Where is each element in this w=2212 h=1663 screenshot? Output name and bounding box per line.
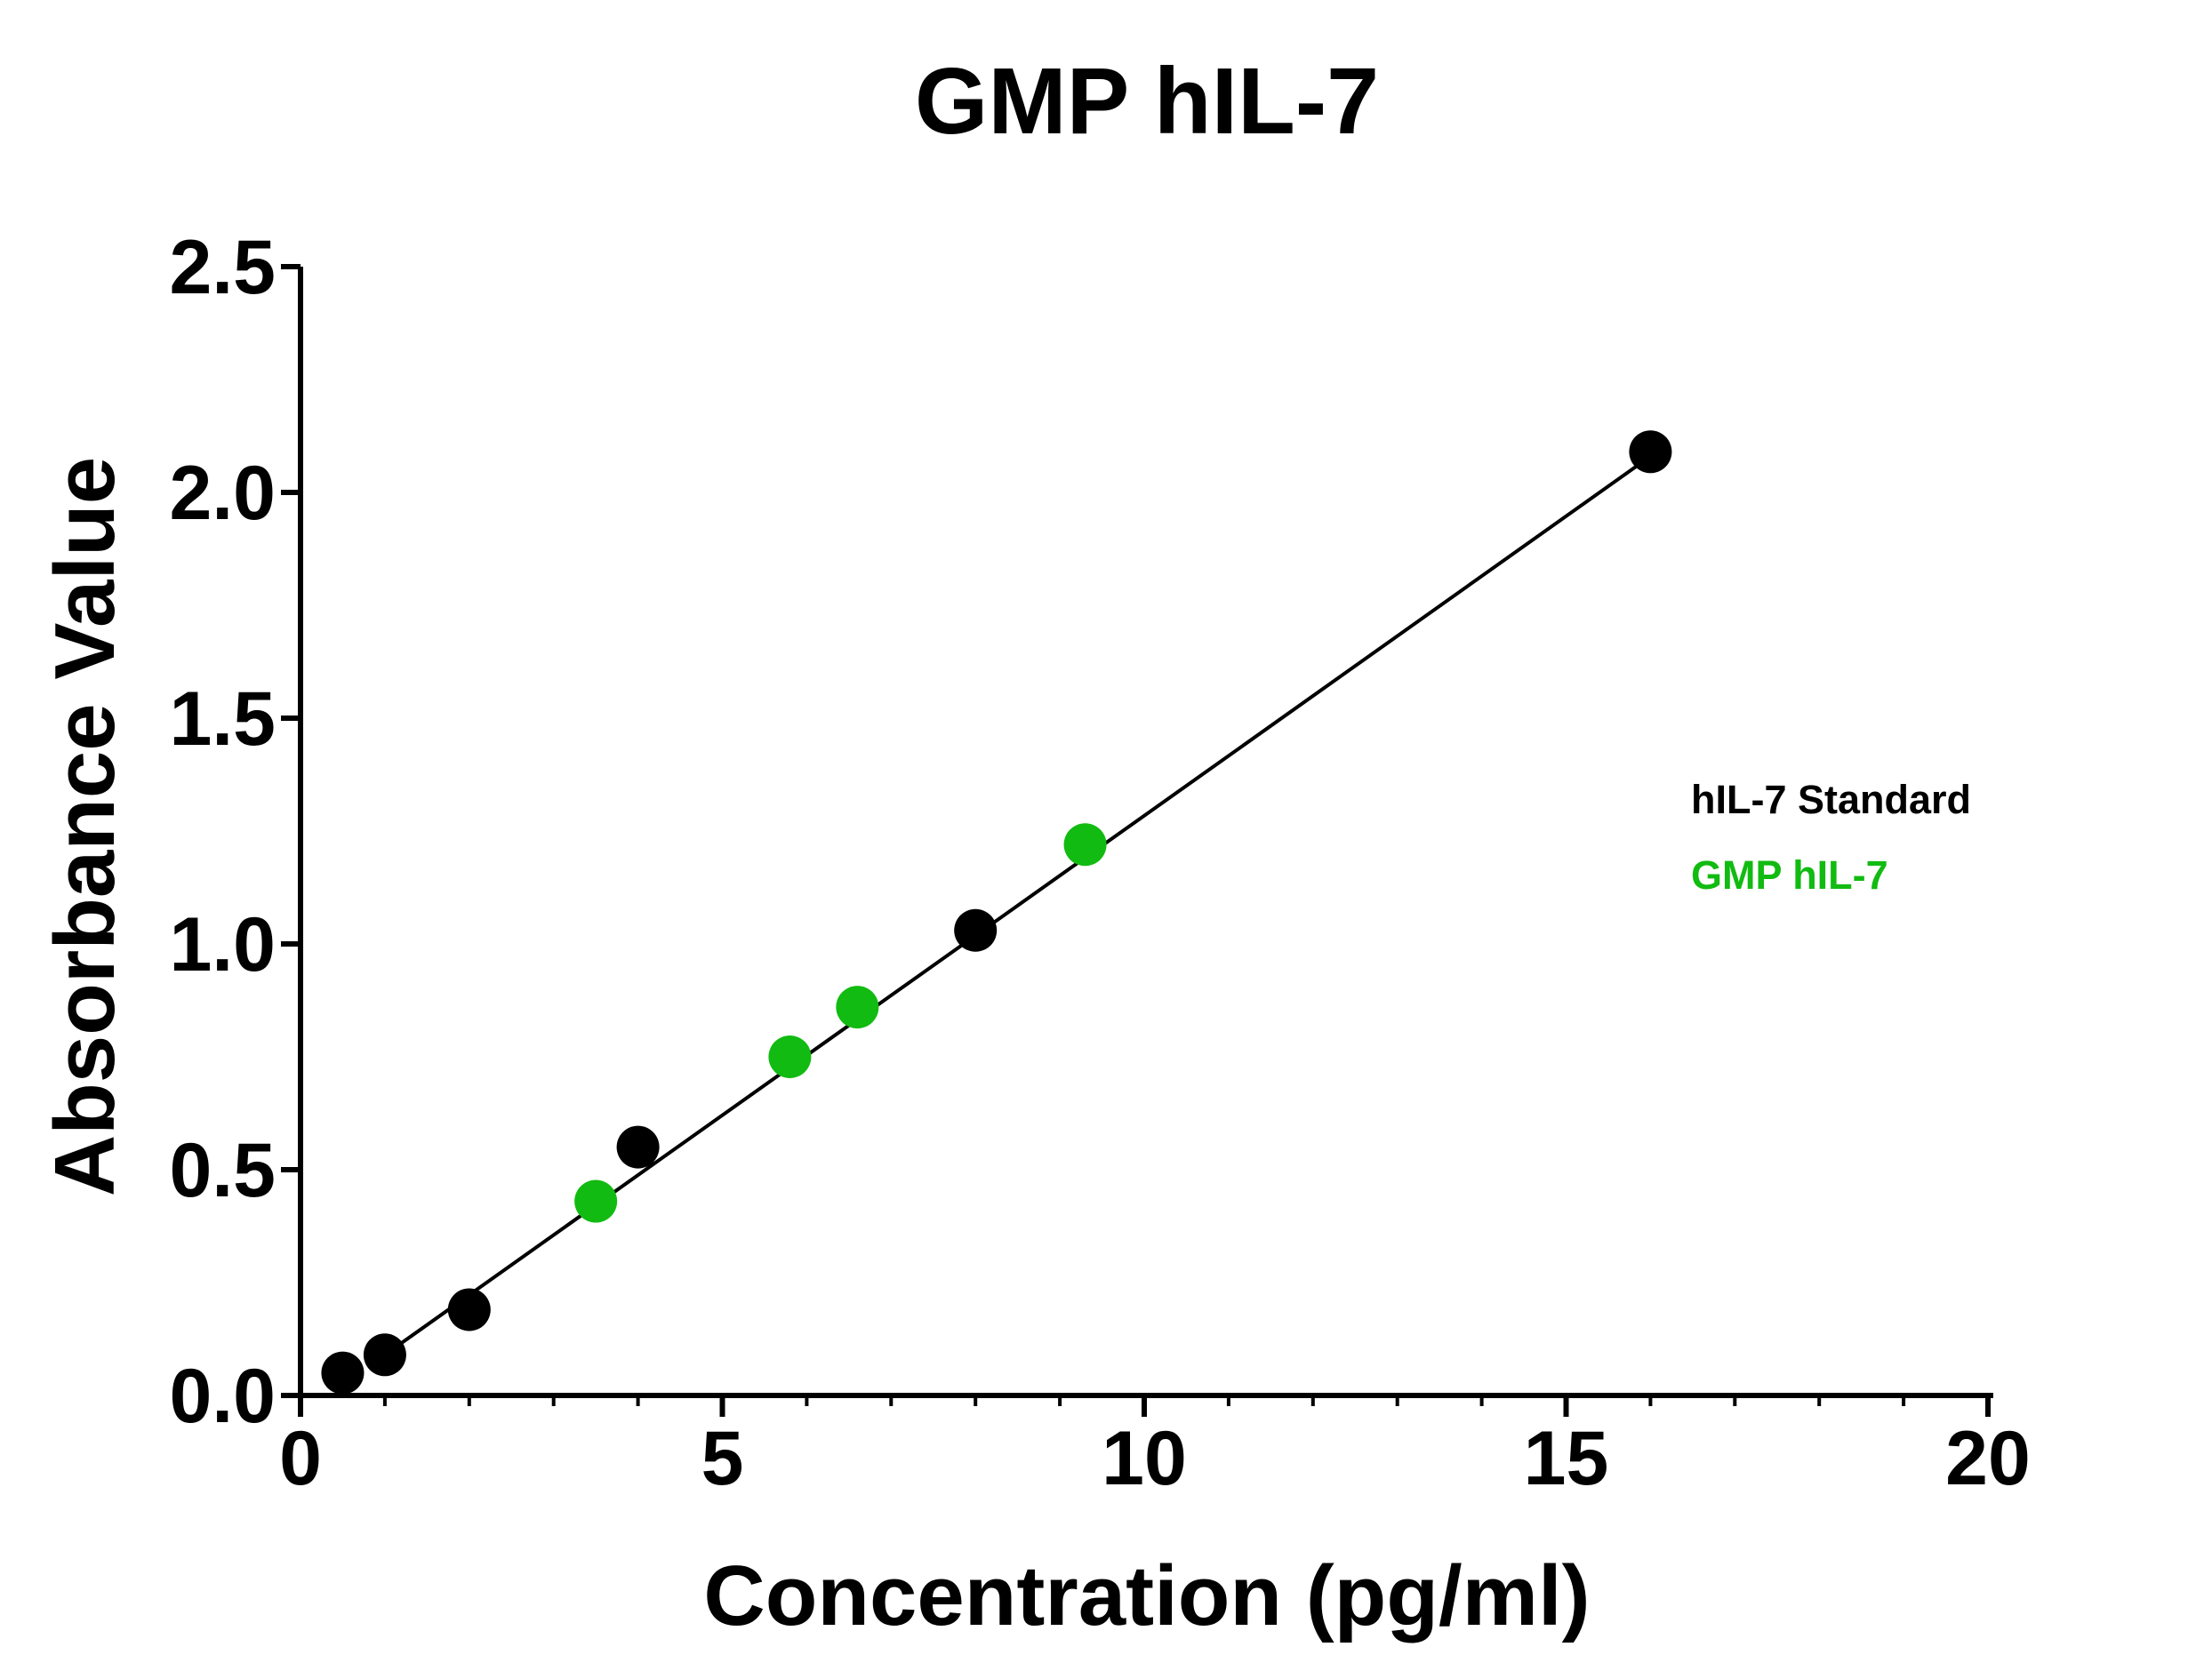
axes: [298, 267, 1993, 1398]
standard-data-point: [321, 1351, 365, 1395]
y-axis-label: Absorbance Value: [37, 457, 132, 1196]
legend-label-gmp-hil7: GMP hIL-7: [1691, 852, 1888, 898]
gmp-data-point: [574, 1179, 618, 1223]
x-tick-label: 10: [1102, 1416, 1187, 1501]
standard-data-point: [954, 908, 998, 952]
gmp-data-point: [1063, 823, 1107, 867]
fit-line: [383, 454, 1652, 1356]
y-tick-label: 1.5: [169, 676, 276, 762]
y-tick-label: 2.5: [169, 225, 276, 310]
x-tick-label: 5: [701, 1416, 744, 1501]
gmp-data-point: [768, 1035, 812, 1078]
x-tick-label: 0: [279, 1416, 322, 1501]
fit-line-group: [383, 454, 1652, 1356]
standard-data-point: [363, 1333, 406, 1377]
chart-title: GMP hIL-7: [915, 49, 1379, 154]
y-ticks: 0.0 0.5 1.0 1.5 2.0 2.5: [169, 225, 301, 1439]
data-points: [321, 430, 1672, 1395]
standard-data-point: [1629, 430, 1672, 474]
x-ticks: 0 5 10 15 20: [279, 1395, 2031, 1501]
x-axis-label: Concentration (pg/ml): [703, 1548, 1590, 1643]
legend-label-hil7-standard: hIL-7 Standard: [1691, 777, 1971, 822]
y-tick-label: 0.5: [169, 1128, 276, 1213]
y-tick-label: 0.0: [169, 1354, 276, 1439]
standard-data-point: [616, 1125, 660, 1169]
x-tick-label: 15: [1524, 1416, 1609, 1501]
gmp-data-point: [836, 986, 879, 1029]
y-tick-label: 1.0: [169, 902, 276, 987]
y-tick-label: 2.0: [169, 451, 276, 536]
standard-data-point: [447, 1288, 491, 1331]
x-tick-label: 20: [1945, 1416, 2031, 1501]
legend: hIL-7 Standard GMP hIL-7: [1691, 777, 1971, 898]
